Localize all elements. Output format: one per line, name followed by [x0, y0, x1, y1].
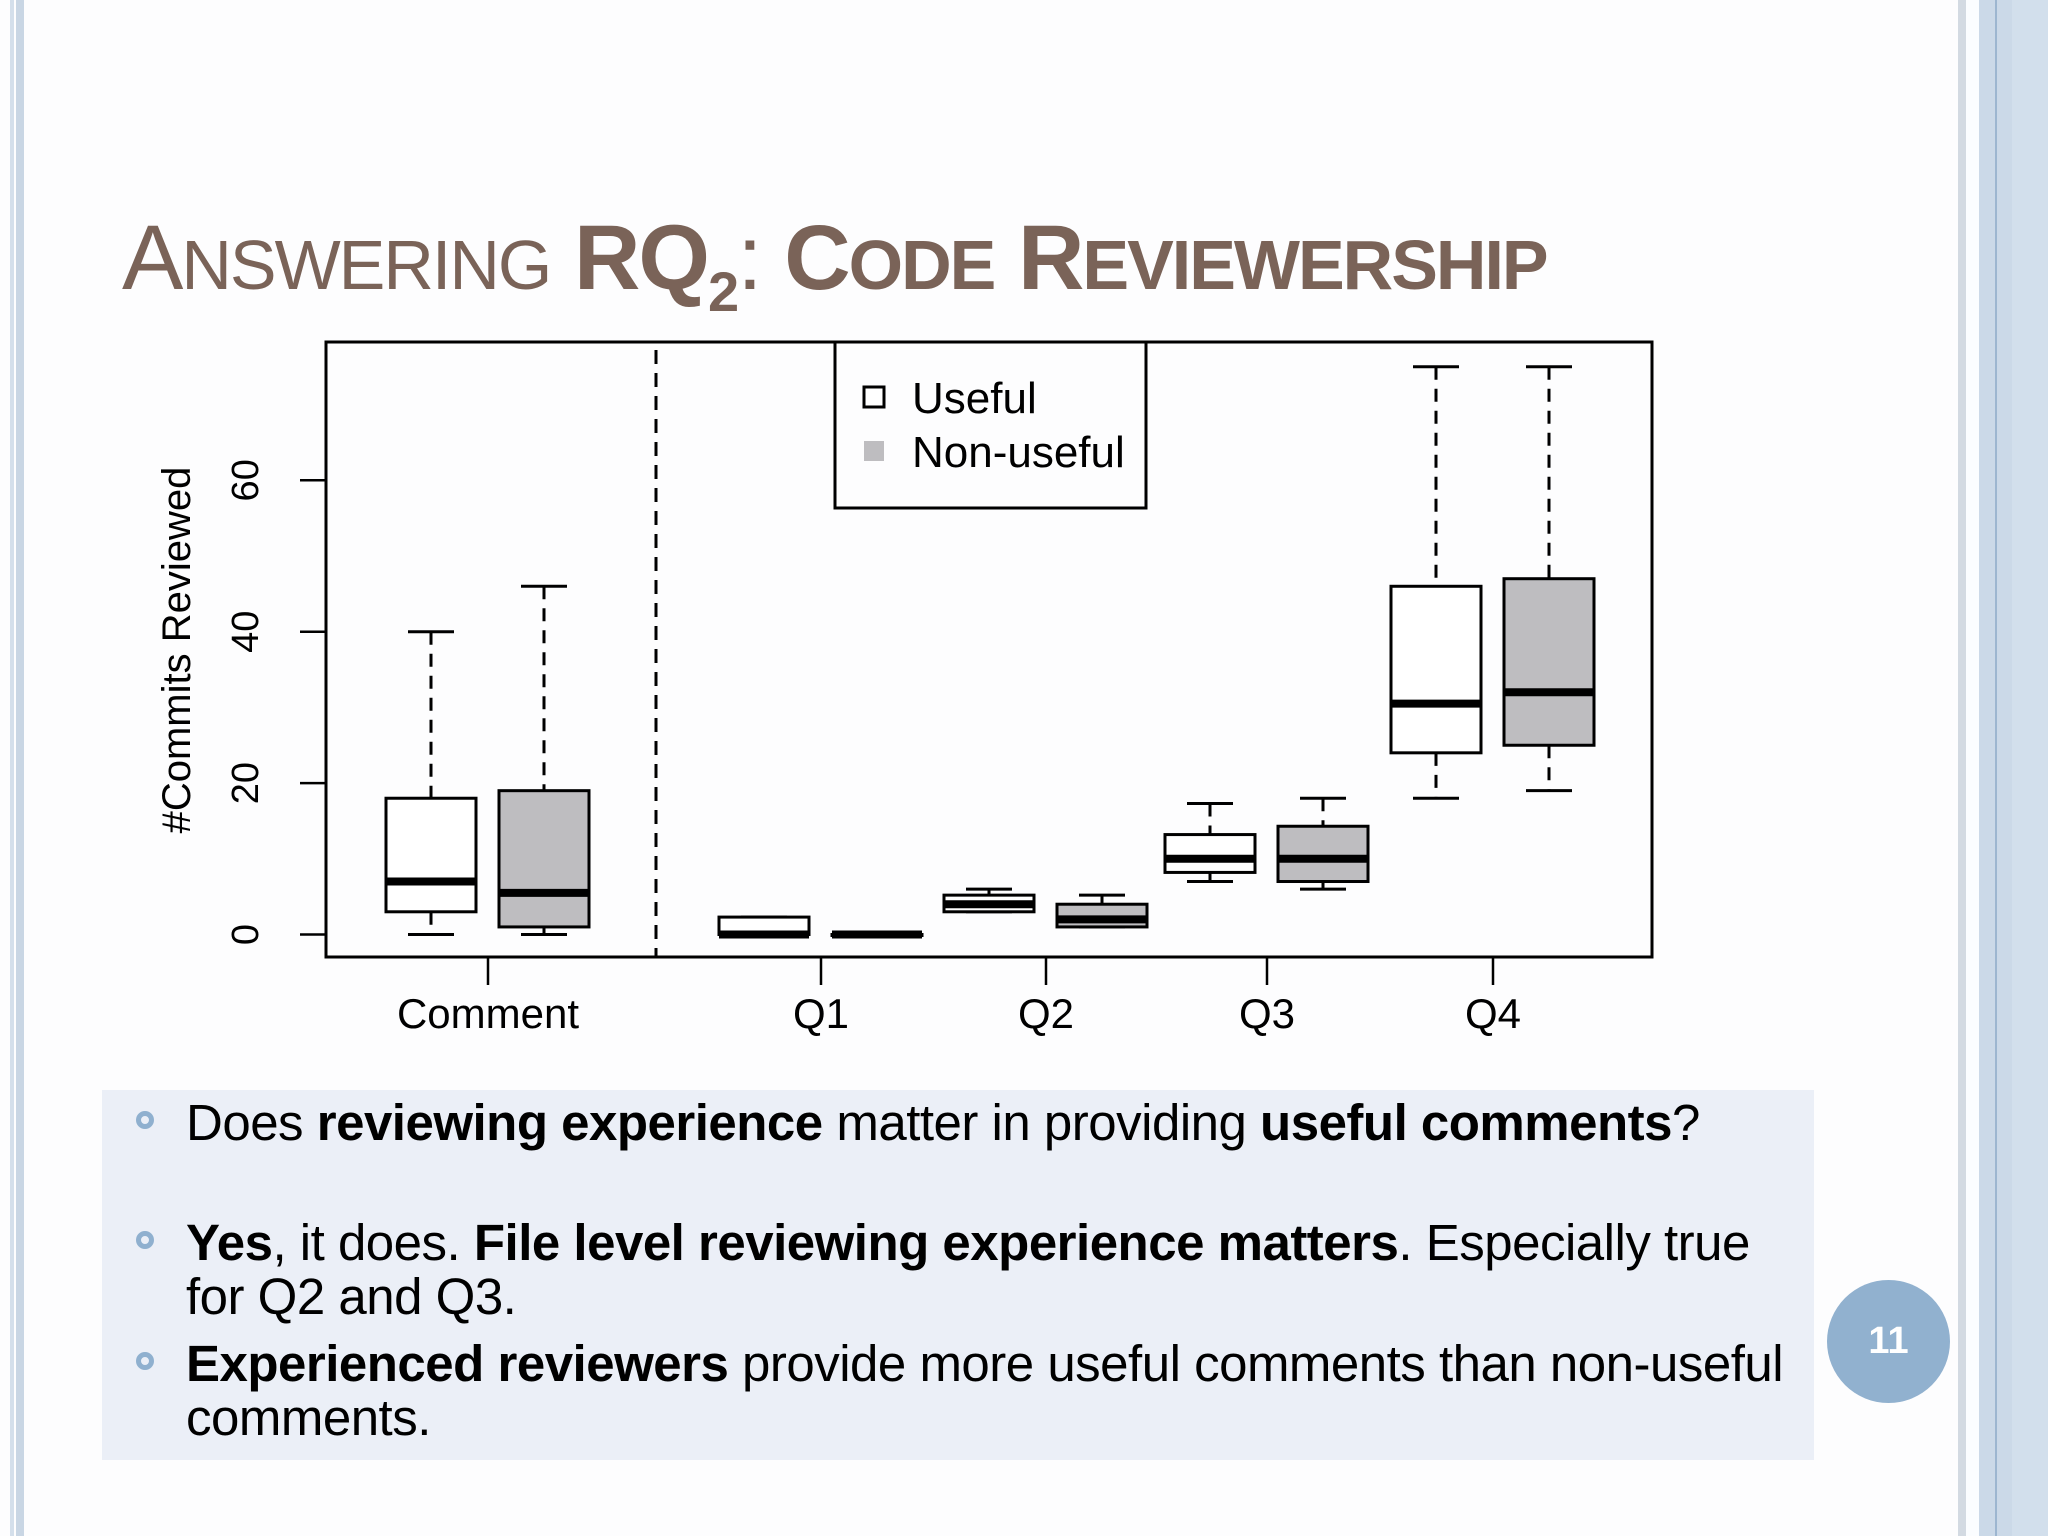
bullet-bold-text: useful comments	[1260, 1094, 1672, 1151]
box-useful-q4	[1389, 584, 1483, 755]
bullet-text: Does reviewing experience matter in prov…	[186, 1094, 1700, 1151]
left-border-decoration	[10, 0, 14, 1536]
box-non-useful-q4	[1502, 577, 1596, 747]
y-axis-label: #Commits Reviewed	[155, 467, 199, 834]
title-rq-subscript: 2	[707, 260, 739, 323]
right-border-decoration	[2012, 0, 2048, 1536]
bullet-bold-text: Yes	[186, 1214, 273, 1271]
right-border-decoration	[1958, 0, 1966, 1536]
right-border-decoration	[1966, 0, 1979, 1536]
legend-useful-swatch-icon	[862, 385, 886, 409]
bullet-circle-icon	[136, 1111, 154, 1129]
y-axis-tick-label: 40	[225, 611, 267, 653]
y-axis-tick-label: 0	[225, 924, 267, 945]
x-axis-tick-label: Q1	[793, 990, 849, 1037]
legend-label: Useful	[912, 374, 1037, 423]
bullet-plain-text: matter in providing	[822, 1094, 1261, 1151]
title-word: NSWERING	[181, 226, 552, 304]
legend-label: Non-useful	[912, 428, 1125, 477]
title-colon: :	[737, 207, 763, 309]
box-non-useful-comment	[497, 789, 591, 929]
bullet-bold-text: reviewing experience	[316, 1094, 823, 1151]
bullet-bold-text: Experienced reviewers	[186, 1335, 729, 1392]
box-non-useful-q3	[1276, 824, 1370, 884]
bullet-circle-icon	[136, 1352, 154, 1370]
box-useful-q1	[717, 915, 811, 936]
y-axis-tick-label: 60	[225, 459, 267, 501]
bullet-circle-icon	[136, 1231, 154, 1249]
title-initial: A	[122, 207, 183, 309]
x-axis-tick-label: Q3	[1239, 990, 1295, 1037]
page-number-badge: 11	[1827, 1280, 1950, 1403]
bullets-panel: Does reviewing experience matter in prov…	[102, 1090, 1814, 1460]
slide-title: ANSWERING RQ2: CODE REVIEWERSHIP	[122, 212, 1549, 320]
boxplot-chart: 0 20 40 60 #Commits Reviewed Comment Q1 Q2 Q3 Q4 U…	[155, 340, 1654, 1037]
box-non-useful-q2	[1055, 902, 1149, 929]
plot-frame	[324, 340, 1654, 959]
x-axis-tick-label: Q2	[1018, 990, 1074, 1037]
bullet-plain-text: , it does.	[272, 1214, 474, 1271]
bullet-plain-text: . Especially true for Q2 and Q3.	[186, 1214, 1750, 1325]
bullet-item: Experienced reviewers provide more usefu…	[136, 1335, 1786, 1446]
box-useful-comment	[384, 796, 478, 914]
bullet-item: Yes, it does. File level reviewing exper…	[136, 1214, 1786, 1325]
bullet-text: Yes, it does. File level reviewing exper…	[186, 1214, 1750, 1325]
title-initial: R	[1017, 207, 1084, 309]
bullet-plain-text: Does	[186, 1094, 317, 1151]
left-border-decoration	[16, 0, 24, 1536]
title-word: EVIEWERSHIP	[1082, 226, 1548, 304]
bullet-plain-text: ?	[1671, 1094, 1700, 1151]
bullet-plain-text: provide more useful comments than non-us…	[186, 1335, 1784, 1446]
bullet-item: Does reviewing experience matter in prov…	[136, 1094, 1786, 1151]
legend-box	[833, 340, 1148, 510]
right-border-decoration	[1995, 0, 1997, 1536]
bullet-text: Experienced reviewers provide more usefu…	[186, 1335, 1784, 1446]
box-useful-q3	[1163, 833, 1257, 874]
title-initial: C	[784, 207, 850, 309]
title-word: ODE	[848, 226, 997, 304]
bullet-bold-text: File level reviewing experience matters	[473, 1214, 1399, 1271]
chart-canvas: 0 20 40 60 #Commits Reviewed Comment Q1 Q2 Q3 Q4 U…	[155, 340, 1654, 1037]
x-axis-tick-label: Q4	[1465, 990, 1521, 1037]
legend-nonuseful-swatch-icon	[864, 441, 884, 461]
box-useful-q2	[942, 893, 1036, 914]
y-axis-tick-label: 20	[225, 762, 267, 804]
title-rq: RQ	[573, 207, 710, 309]
box-non-useful-q1	[830, 933, 924, 937]
x-axis-tick-label: Comment	[397, 990, 579, 1037]
